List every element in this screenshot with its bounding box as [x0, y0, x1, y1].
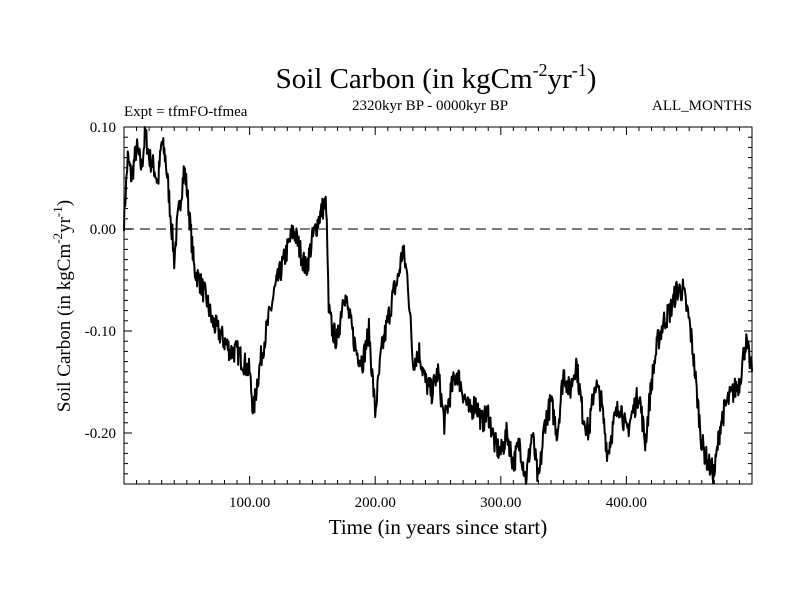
chart-title: Soil Carbon (in kgCm-2yr-1)	[276, 60, 597, 95]
series-line	[123, 126, 753, 485]
x-tick-label: 400.00	[606, 495, 647, 511]
x-tick-label: 300.00	[480, 495, 521, 511]
experiment-label: Expt = tfmFO-tfmea	[124, 104, 248, 120]
plot-frame	[123, 126, 753, 485]
x-tick-label: 200.00	[355, 495, 396, 511]
y-tick-label: -0.20	[85, 426, 116, 442]
y-tick-label: 0.00	[90, 222, 116, 238]
y-axis-label: Soil Carbon (in kgCm-2yr-1)	[50, 200, 75, 412]
months-label: ALL_MONTHS	[652, 98, 752, 114]
y-tick-label: -0.10	[85, 324, 116, 340]
chart-subtitle: 2320kyr BP - 0000kyr BP	[352, 98, 508, 114]
x-axis: 100.00 200.00 300.00 400.00	[136, 127, 740, 511]
x-tick-label: 100.00	[229, 495, 270, 511]
y-axis: 0.10 0.00 -0.10 -0.20	[85, 120, 752, 485]
x-axis-label: Time (in years since start)	[329, 515, 548, 539]
y-tick-label: 0.10	[90, 120, 116, 136]
